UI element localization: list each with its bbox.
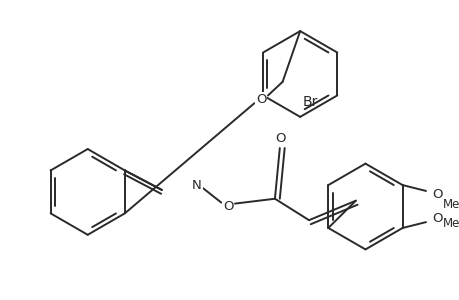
Text: Me: Me	[442, 198, 459, 211]
Text: O: O	[255, 93, 266, 106]
Text: O: O	[431, 188, 442, 201]
Text: Br: Br	[302, 95, 318, 109]
Text: O: O	[255, 93, 266, 106]
Text: O: O	[223, 200, 233, 213]
Text: O: O	[275, 132, 285, 145]
Text: O: O	[431, 212, 442, 225]
Text: Me: Me	[442, 217, 459, 230]
Text: N: N	[192, 178, 202, 192]
